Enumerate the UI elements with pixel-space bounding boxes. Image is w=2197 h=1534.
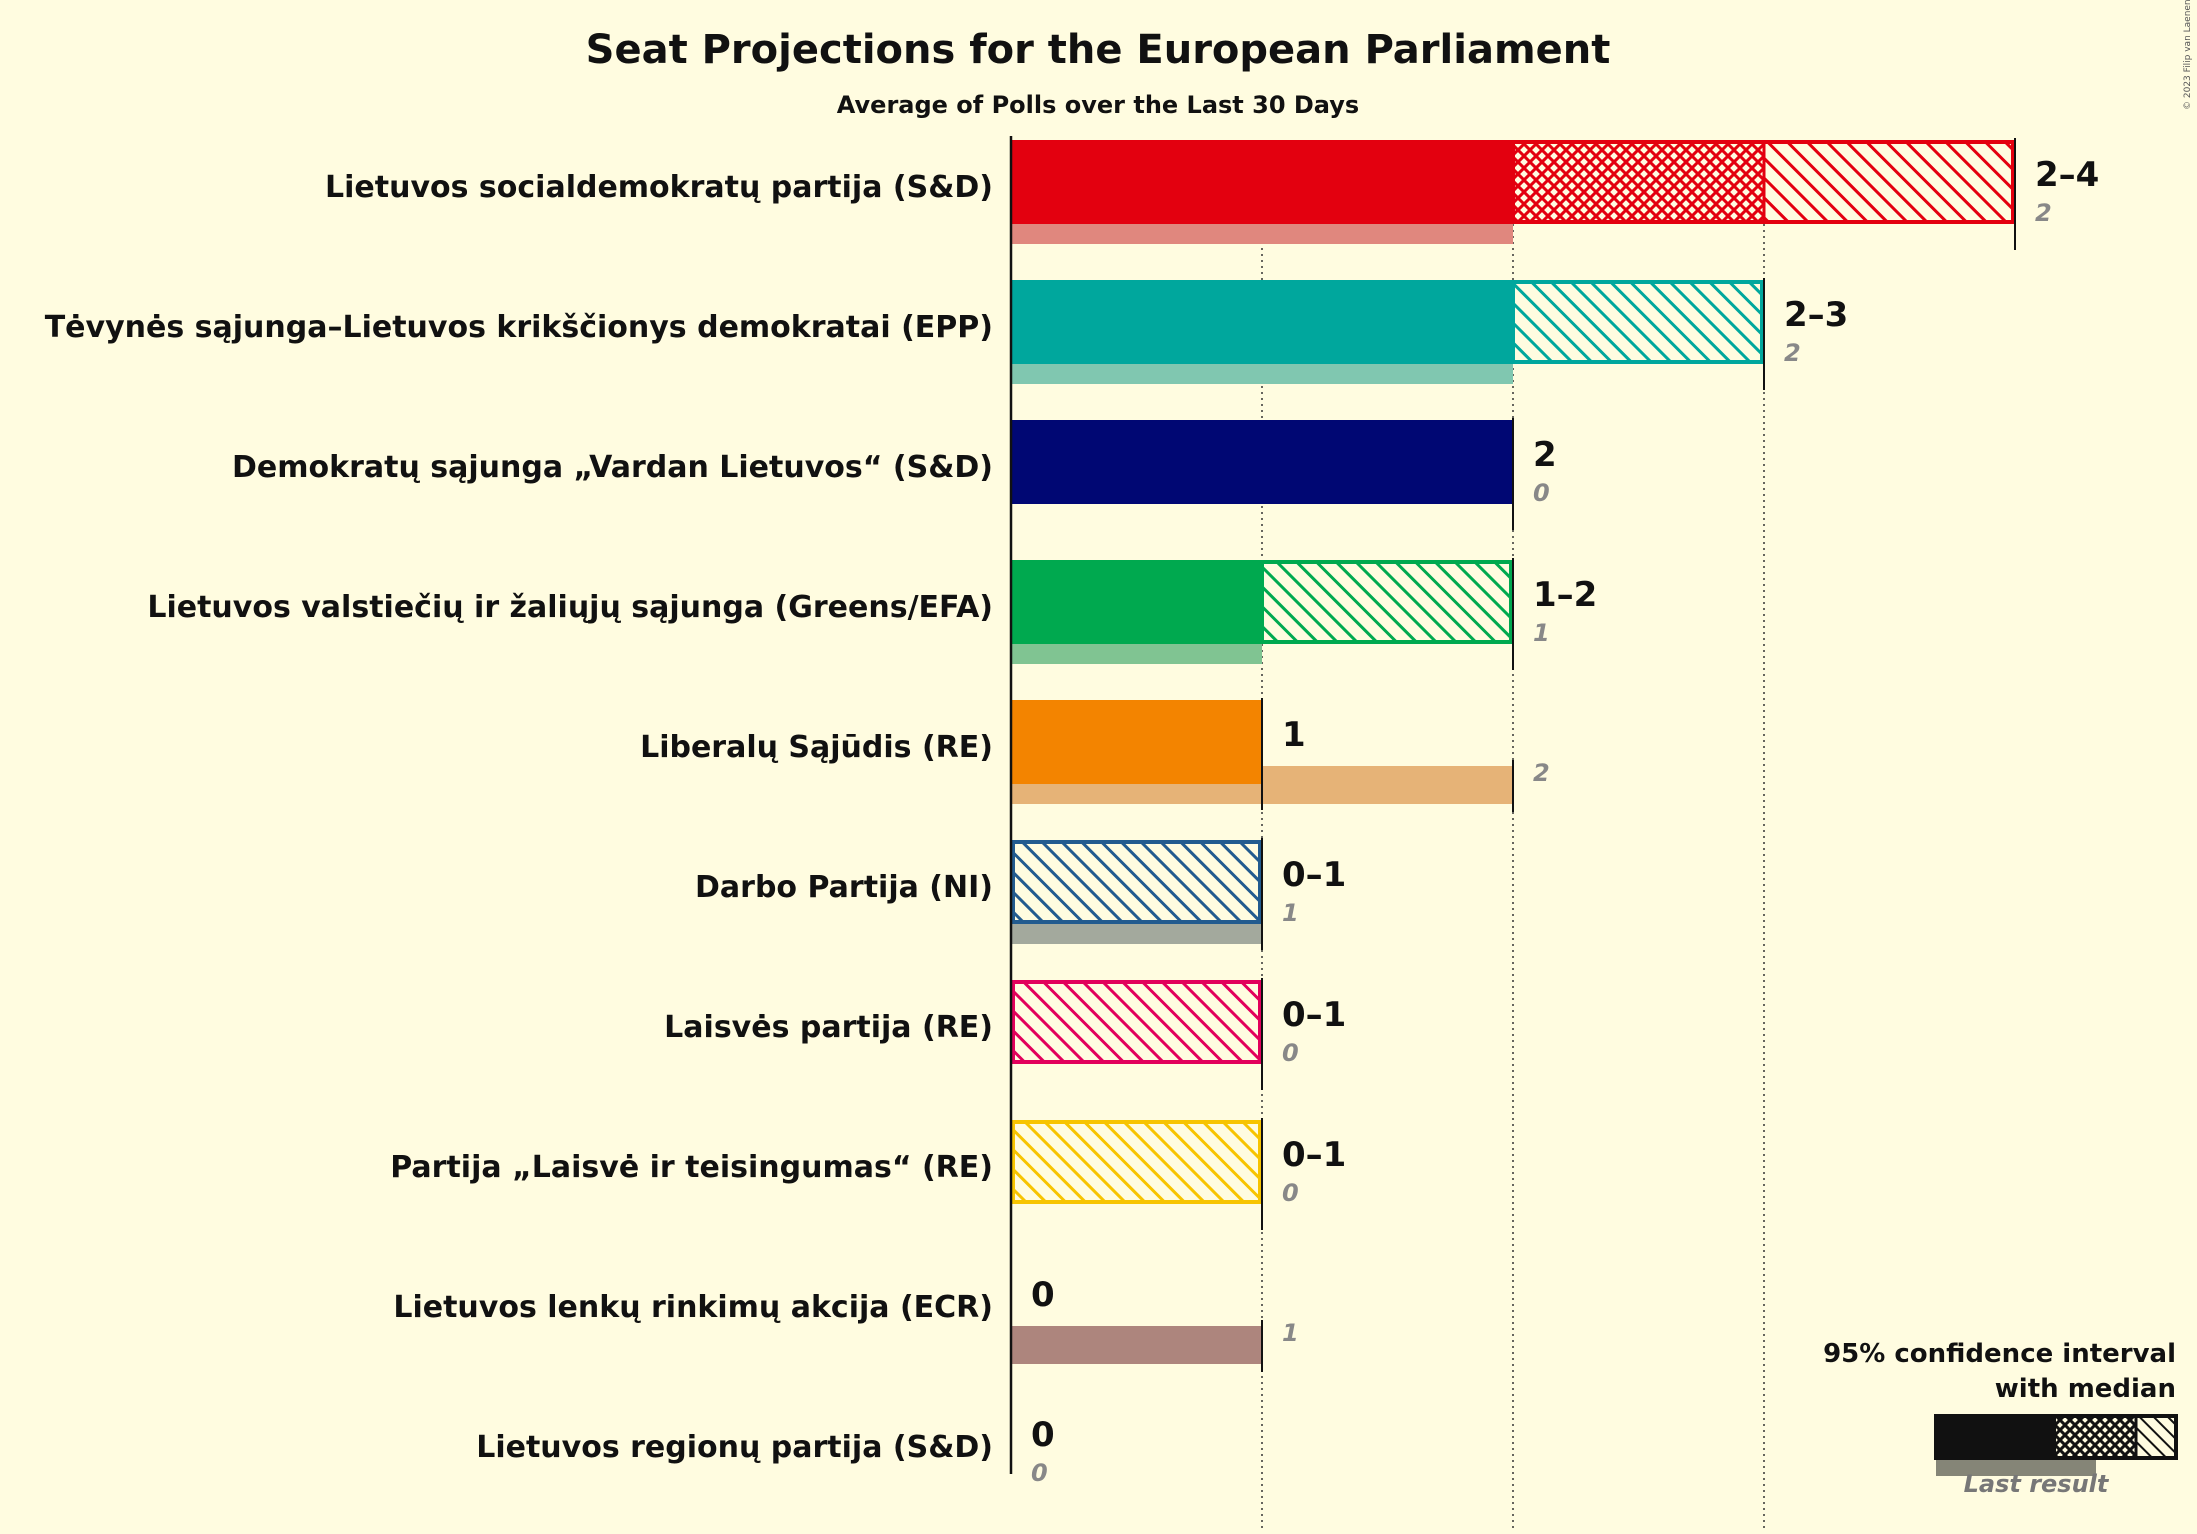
seat-bar-hatch — [1262, 560, 1513, 644]
party-label: Darbo Partija (NI) — [695, 870, 993, 905]
last-result-label: 2 — [2035, 199, 2052, 227]
seat-bar-solid — [1011, 420, 1513, 504]
seat-range-label: 0 — [1031, 1275, 1055, 1315]
seat-bar-solid — [1011, 280, 1513, 364]
seat-range-label: 2–4 — [2035, 155, 2099, 195]
seat-range-label: 1 — [1282, 715, 1306, 755]
last-result-label: 0 — [1031, 1459, 1048, 1487]
last-result-label: 1 — [1282, 899, 1299, 927]
seat-bar-solid — [1011, 140, 1513, 224]
party-row: Tėvynės sąjunga–Lietuvos krikščionys dem… — [45, 278, 1848, 390]
party-label: Lietuvos valstiečių ir žaliųjų sąjunga (… — [147, 590, 993, 625]
party-row: Lietuvos lenkų rinkimų akcija (ECR) 0 1 — [393, 1275, 1299, 1372]
last-result-label: 1 — [1533, 619, 1550, 647]
party-row: Lietuvos valstiečių ir žaliųjų sąjunga (… — [147, 558, 1597, 670]
legend-hatch-bar — [2136, 1416, 2176, 1458]
legend-line-2: with median — [1995, 1374, 2176, 1404]
seat-bar-outline — [1011, 1120, 1262, 1204]
seat-bar-outline — [1511, 280, 1764, 364]
seat-range-label: 2 — [1533, 435, 1557, 475]
seat-bar-solid — [1011, 560, 1262, 644]
party-row: Demokratų sąjunga „Vardan Lietuvos“ (S&D… — [232, 418, 1557, 530]
seat-bar-hatch — [1764, 140, 2015, 224]
seat-range-label: 0–1 — [1282, 1135, 1346, 1175]
last-result-label: 1 — [1282, 1319, 1299, 1347]
last-result-label: 0 — [1282, 1179, 1299, 1207]
party-label: Demokratų sąjunga „Vardan Lietuvos“ (S&D… — [232, 450, 993, 485]
chart-title: Seat Projections for the European Parlia… — [586, 27, 1611, 73]
last-result-label: 2 — [1784, 339, 1801, 367]
copyright-notice: © 2023 Filip van Laenen — [2183, 0, 2193, 110]
seat-bar-hatch — [1513, 280, 1764, 364]
party-row: Partija „Laisvė ir teisingumas“ (RE) 0–1 0 — [390, 1118, 1346, 1230]
seat-bar-hatch — [1011, 840, 1262, 924]
seat-bar-hatch — [1011, 980, 1262, 1064]
legend-outline — [1934, 1414, 2178, 1460]
party-label: Lietuvos socialdemokratų partija (S&D) — [325, 170, 993, 205]
party-row: Laisvės partija (RE) 0–1 0 — [664, 978, 1346, 1090]
legend-last-result-bar — [1936, 1456, 2096, 1476]
last-result-label: 0 — [1533, 479, 1550, 507]
seat-bar-crosshatch — [1513, 140, 1764, 224]
party-row: Lietuvos socialdemokratų partija (S&D) 2–… — [325, 138, 2099, 250]
party-label: Lietuvos lenkų rinkimų akcija (ECR) — [393, 1290, 993, 1325]
seat-bar-outline — [1011, 840, 1262, 924]
party-label: Liberalų Sąjūdis (RE) — [640, 730, 993, 765]
bars-layer: Lietuvos socialdemokratų partija (S&D) 2–… — [45, 136, 2099, 1528]
party-label: Lietuvos regionų partija (S&D) — [476, 1430, 993, 1465]
party-row: Darbo Partija (NI) 0–1 1 — [695, 838, 1346, 950]
party-row: Liberalų Sąjūdis (RE) 1 2 — [640, 698, 1550, 812]
seat-range-label: 2–3 — [1784, 295, 1848, 335]
seat-bar-outline — [1011, 980, 1262, 1064]
party-label: Tėvynės sąjunga–Lietuvos krikščionys dem… — [45, 310, 993, 345]
seat-range-label: 0–1 — [1282, 855, 1346, 895]
legend-crosshatch-bar — [2056, 1416, 2136, 1458]
last-result-bar — [1011, 1326, 1262, 1364]
chart-subtitle: Average of Polls over the Last 30 Days — [837, 91, 1359, 119]
party-label: Partija „Laisvė ir teisingumas“ (RE) — [390, 1150, 993, 1185]
seat-range-label: 1–2 — [1533, 575, 1597, 615]
seat-bar-solid — [1011, 700, 1262, 784]
seat-bar-outline — [1260, 560, 1513, 644]
party-label: Laisvės partija (RE) — [664, 1010, 993, 1045]
last-result-label: 0 — [1282, 1039, 1299, 1067]
legend: 95% confidence interval with median Last… — [1823, 1339, 2178, 1498]
legend-last-result-label: Last result — [1964, 1470, 2110, 1498]
seat-bar-hatch — [1011, 1120, 1262, 1204]
party-row: Lietuvos regionų partija (S&D) 0 0 — [476, 1415, 1054, 1487]
legend-solid-bar — [1936, 1416, 2056, 1458]
last-result-label: 2 — [1533, 759, 1550, 787]
seat-range-label: 0–1 — [1282, 995, 1346, 1035]
legend-line-1: 95% confidence interval — [1823, 1339, 2176, 1369]
seat-range-label: 0 — [1031, 1415, 1055, 1455]
